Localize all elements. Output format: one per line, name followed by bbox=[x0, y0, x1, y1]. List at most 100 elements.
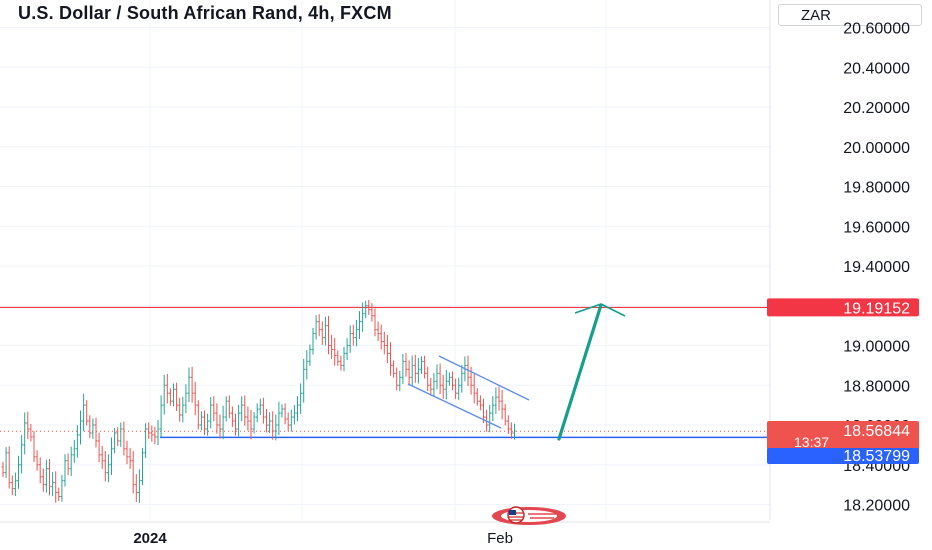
candle bbox=[227, 395, 231, 419]
candle bbox=[212, 396, 216, 422]
candle bbox=[286, 412, 290, 431]
candle bbox=[314, 315, 318, 340]
support-price-label-bg bbox=[767, 448, 919, 464]
candle bbox=[407, 360, 411, 386]
candle bbox=[361, 302, 364, 332]
candle bbox=[156, 420, 160, 445]
currency-selector[interactable]: ZAR bbox=[778, 4, 922, 26]
candle bbox=[351, 324, 355, 346]
candle bbox=[246, 406, 250, 431]
candle bbox=[125, 440, 129, 465]
candle bbox=[510, 422, 513, 439]
candle bbox=[162, 374, 166, 415]
channel-lower-line bbox=[407, 383, 502, 429]
candle bbox=[144, 423, 147, 459]
candle bbox=[370, 303, 374, 322]
candle bbox=[296, 396, 299, 422]
resistance-price-label: 19.19152 bbox=[843, 300, 910, 317]
candle bbox=[302, 358, 306, 403]
candle bbox=[333, 338, 337, 366]
candle bbox=[268, 412, 271, 434]
candle bbox=[215, 403, 219, 434]
candle bbox=[48, 458, 51, 496]
candle bbox=[491, 396, 495, 422]
candle bbox=[488, 404, 492, 433]
candle bbox=[327, 315, 330, 355]
candle bbox=[1, 461, 5, 478]
candle bbox=[460, 365, 464, 393]
candle bbox=[379, 324, 383, 350]
candle bbox=[178, 397, 182, 422]
candle bbox=[100, 445, 104, 469]
candle bbox=[355, 319, 358, 347]
candle bbox=[29, 424, 33, 442]
candle bbox=[45, 459, 48, 493]
candle bbox=[147, 422, 151, 439]
candle bbox=[224, 396, 228, 422]
candle bbox=[190, 366, 194, 403]
price-tick-label: 19.80000 bbox=[843, 180, 910, 197]
candle bbox=[382, 331, 386, 355]
price-tick-label: 19.60000 bbox=[843, 219, 910, 236]
candle bbox=[76, 425, 79, 458]
candle bbox=[60, 474, 64, 502]
candle bbox=[91, 418, 95, 439]
candle bbox=[82, 393, 85, 432]
candle bbox=[103, 451, 107, 482]
candle bbox=[336, 350, 340, 366]
candle bbox=[364, 300, 368, 319]
candle bbox=[172, 383, 175, 407]
candle bbox=[10, 475, 14, 496]
candle bbox=[252, 412, 256, 434]
candle bbox=[113, 427, 116, 454]
candle bbox=[320, 321, 324, 345]
candle bbox=[386, 334, 389, 363]
candle bbox=[54, 471, 58, 503]
candle bbox=[339, 355, 343, 371]
candle bbox=[181, 396, 185, 423]
candle bbox=[35, 450, 39, 471]
candle bbox=[280, 404, 284, 418]
candle bbox=[308, 344, 312, 366]
candle bbox=[435, 364, 439, 390]
price-tick-label: 18.80000 bbox=[843, 378, 910, 395]
time-tick-label: Feb bbox=[487, 530, 513, 547]
flag-canton bbox=[509, 510, 516, 515]
candle bbox=[342, 346, 346, 372]
candle bbox=[293, 404, 296, 425]
economic-event-marker[interactable] bbox=[492, 506, 566, 525]
candle bbox=[7, 446, 11, 489]
candle bbox=[88, 415, 92, 439]
candle bbox=[66, 453, 70, 476]
candle bbox=[289, 409, 293, 432]
candle bbox=[497, 386, 501, 411]
candle bbox=[330, 334, 333, 359]
candle bbox=[184, 384, 188, 414]
price-tick-label: 20.60000 bbox=[843, 21, 910, 38]
candle bbox=[206, 413, 209, 436]
price-tick-label: 20.20000 bbox=[843, 100, 910, 117]
grid-lines bbox=[0, 0, 770, 520]
candle bbox=[262, 397, 265, 424]
candle bbox=[119, 422, 123, 447]
candle bbox=[249, 409, 253, 440]
candle bbox=[451, 371, 454, 391]
candle bbox=[231, 406, 234, 427]
candle bbox=[348, 325, 352, 353]
candle bbox=[63, 454, 67, 487]
candle bbox=[389, 342, 392, 376]
price-labels: 19.19152 18.56844 13:37 18.53799 bbox=[767, 298, 919, 465]
candle bbox=[153, 426, 157, 445]
candle bbox=[237, 404, 240, 437]
candle bbox=[94, 417, 98, 448]
price-tick-label: 19.00000 bbox=[843, 339, 910, 356]
horizontal-levels bbox=[0, 306, 770, 439]
candle bbox=[41, 468, 45, 492]
candle bbox=[429, 377, 433, 396]
price-tick-label: 18.20000 bbox=[843, 498, 910, 515]
candle bbox=[506, 415, 510, 435]
candle bbox=[438, 363, 442, 395]
candle bbox=[165, 373, 169, 404]
candle bbox=[305, 350, 309, 380]
